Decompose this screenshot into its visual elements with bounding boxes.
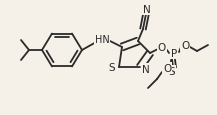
Text: O: O bbox=[158, 43, 166, 53]
Text: N: N bbox=[142, 64, 150, 74]
Text: P: P bbox=[171, 49, 177, 59]
Text: S: S bbox=[109, 62, 115, 72]
Text: O: O bbox=[181, 41, 189, 51]
Text: O: O bbox=[163, 63, 171, 73]
Text: HN: HN bbox=[95, 35, 109, 45]
Text: N: N bbox=[143, 5, 151, 15]
Text: S: S bbox=[169, 66, 175, 76]
